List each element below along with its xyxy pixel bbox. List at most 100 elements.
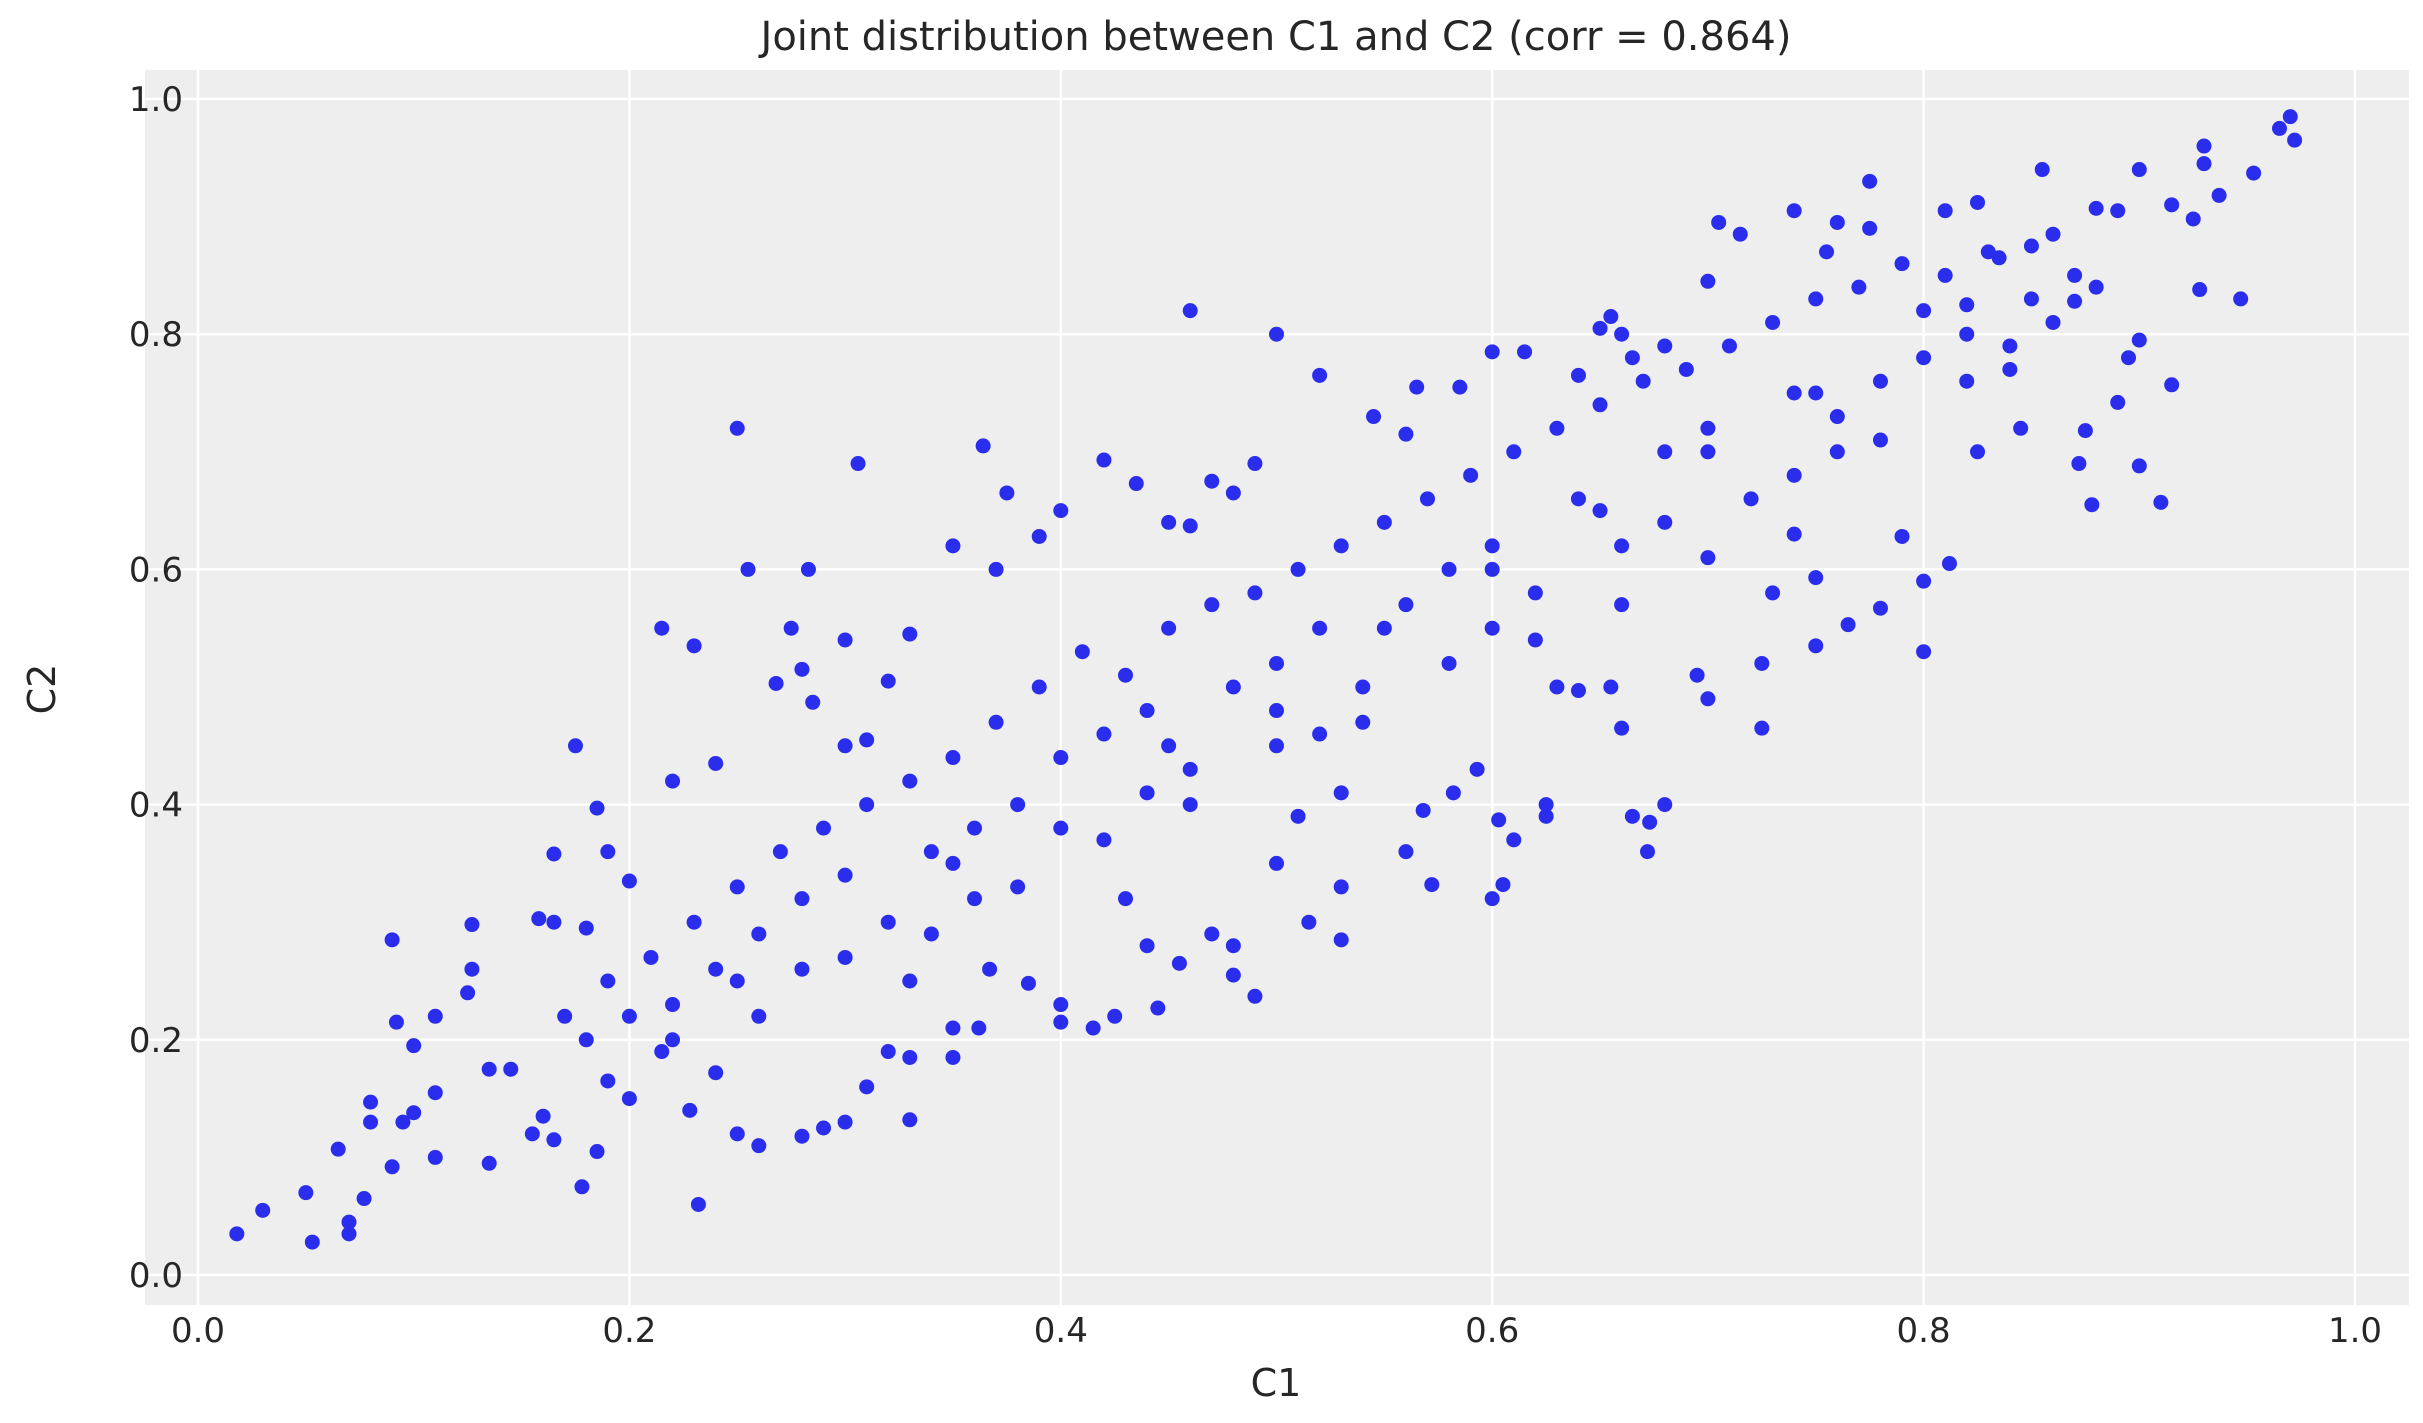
scatter-point	[2153, 494, 2169, 510]
scatter-point	[751, 1138, 767, 1154]
scatter-point	[686, 914, 702, 930]
scatter-point	[1161, 620, 1177, 636]
x-tick-label: 0.6	[1465, 1311, 1519, 1351]
scatter-point	[967, 891, 983, 907]
scatter-point	[794, 661, 810, 677]
y-tick-label: 0.6	[129, 550, 183, 590]
scatter-point	[1161, 514, 1177, 530]
scatter-point	[1732, 226, 1748, 242]
scatter-point	[341, 1214, 357, 1230]
scatter-point	[1366, 409, 1382, 425]
scatter-point	[1614, 720, 1630, 736]
scatter-point	[1657, 444, 1673, 460]
scatter-point	[2034, 162, 2050, 178]
scatter-point	[1538, 808, 1554, 824]
scatter-point	[1376, 514, 1392, 530]
scatter-point	[1657, 338, 1673, 354]
scatter-point	[1441, 655, 1457, 671]
scatter-point	[729, 973, 745, 989]
scatter-point	[1872, 432, 1888, 448]
scatter-point	[1872, 373, 1888, 389]
scatter-point	[1862, 220, 1878, 236]
scatter-point	[751, 926, 767, 942]
scatter-point	[1225, 967, 1241, 983]
scatter-point	[1970, 194, 1986, 210]
scatter-point	[2282, 109, 2298, 125]
scatter-point	[1376, 620, 1392, 636]
scatter-point	[740, 561, 756, 577]
scatter-point	[945, 538, 961, 554]
scatter-point	[1614, 538, 1630, 554]
scatter-point	[546, 1132, 562, 1148]
scatter-point	[2211, 187, 2227, 203]
scatter-point	[406, 1105, 422, 1121]
scatter-point	[1150, 1000, 1166, 1016]
scatter-point	[2196, 156, 2212, 172]
x-tick-label: 0.2	[602, 1311, 656, 1351]
scatter-point	[1808, 638, 1824, 654]
scatter-point	[1980, 244, 1996, 260]
scatter-point	[1959, 373, 1975, 389]
scatter-point	[1139, 785, 1155, 801]
x-tick-label: 0.4	[1034, 1311, 1088, 1351]
scatter-point	[2077, 423, 2093, 439]
scatter-point	[665, 997, 681, 1013]
scatter-point	[923, 844, 939, 860]
scatter-point	[729, 879, 745, 895]
scatter-point	[1851, 279, 1867, 295]
scatter-point	[2023, 238, 2039, 254]
scatter-point	[2045, 314, 2061, 330]
y-tick-label: 0.0	[129, 1256, 183, 1296]
scatter-point	[923, 926, 939, 942]
scatter-point	[1678, 361, 1694, 377]
scatter-point	[2067, 293, 2083, 309]
scatter-point	[1819, 244, 1835, 260]
scatter-point	[1614, 597, 1630, 613]
scatter-point	[600, 973, 616, 989]
scatter-point	[816, 820, 832, 836]
scatter-point	[1592, 320, 1608, 336]
scatter-point	[1053, 750, 1069, 766]
scatter-point	[1182, 518, 1198, 534]
scatter-point	[902, 973, 918, 989]
scatter-point	[880, 1044, 896, 1060]
scatter-point	[2272, 120, 2288, 136]
scatter-point	[1355, 714, 1371, 730]
scatter-point	[751, 1008, 767, 1024]
scatter-point	[1053, 820, 1069, 836]
scatter-point	[2110, 203, 2126, 219]
scatter-point	[988, 561, 1004, 577]
scatter-point	[1452, 379, 1468, 395]
scatter-point	[859, 1079, 875, 1095]
scatter-point	[1301, 914, 1317, 930]
scatter-point	[988, 714, 1004, 730]
scatter-point	[1225, 485, 1241, 501]
scatter-point	[859, 797, 875, 813]
scatter-point	[945, 855, 961, 871]
scatter-point	[503, 1061, 519, 1077]
scatter-point	[1204, 926, 1220, 942]
scatter-point	[729, 420, 745, 436]
scatter-point	[557, 1008, 573, 1024]
scatter-point	[255, 1202, 271, 1218]
scatter-point	[1506, 444, 1522, 460]
scatter-point	[1333, 785, 1349, 801]
y-tick-label: 0.2	[129, 1021, 183, 1061]
scatter-point	[1872, 600, 1888, 616]
scatter-point	[1469, 761, 1485, 777]
scatter-point	[1700, 420, 1716, 436]
scatter-point	[1570, 367, 1586, 383]
scatter-point	[682, 1102, 698, 1118]
scatter-point	[1624, 350, 1640, 366]
scatter-point	[1916, 573, 1932, 589]
scatter-point	[1333, 538, 1349, 554]
scatter-point	[945, 1020, 961, 1036]
scatter-point	[1894, 256, 1910, 272]
scatter-point	[406, 1038, 422, 1054]
scatter-point	[2023, 291, 2039, 307]
scatter-point	[945, 750, 961, 766]
scatter-point	[1096, 452, 1112, 468]
scatter-point	[1247, 456, 1263, 472]
scatter-point	[2164, 377, 2180, 393]
